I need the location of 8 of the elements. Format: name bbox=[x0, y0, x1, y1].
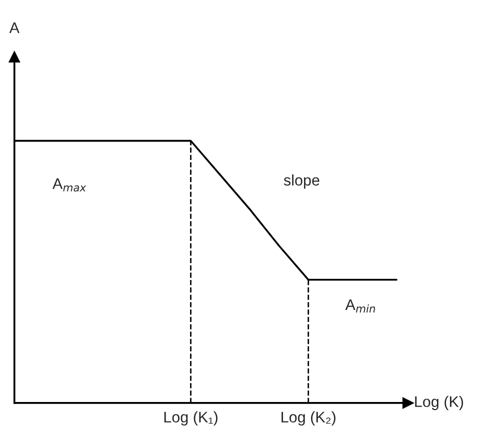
x-tick-label: Log (K₁) bbox=[164, 411, 218, 426]
x-tick-label: Log (K₂) bbox=[282, 411, 336, 426]
annotation: slope bbox=[284, 174, 320, 189]
y-axis-title: A bbox=[52, 178, 63, 189]
x-axis-title: Log (K) bbox=[415, 396, 464, 410]
text: A bbox=[9, 22, 20, 34]
text: max bbox=[63, 185, 86, 192]
annotation: A$_{min}$ bbox=[345, 299, 376, 312]
